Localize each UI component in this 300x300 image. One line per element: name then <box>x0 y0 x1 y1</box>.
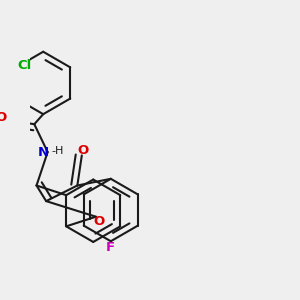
Text: N: N <box>38 146 49 159</box>
Text: -H: -H <box>51 146 63 156</box>
Text: F: F <box>106 242 116 254</box>
Text: O: O <box>0 111 7 124</box>
Text: Cl: Cl <box>17 59 32 72</box>
Text: O: O <box>94 215 105 228</box>
Text: O: O <box>77 144 88 158</box>
